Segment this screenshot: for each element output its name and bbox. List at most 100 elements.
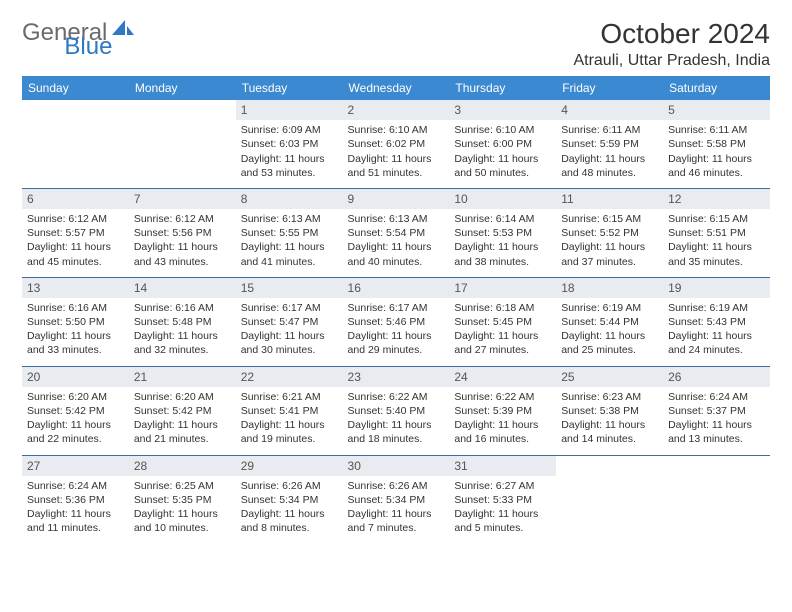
sunset-text: Sunset: 6:00 PM bbox=[454, 137, 551, 151]
calendar-day-cell: 29 Sunrise: 6:26 AMSunset: 5:34 PMDayligh… bbox=[236, 455, 343, 543]
day-number: 16 bbox=[343, 278, 450, 298]
sunset-text: Sunset: 5:56 PM bbox=[134, 226, 231, 240]
day-details: Sunrise: 6:23 AMSunset: 5:38 PMDaylight:… bbox=[560, 390, 659, 447]
day-number: 31 bbox=[449, 456, 556, 476]
sunset-text: Sunset: 5:59 PM bbox=[561, 137, 658, 151]
sunset-text: Sunset: 5:39 PM bbox=[454, 404, 551, 418]
day-details: Sunrise: 6:10 AMSunset: 6:02 PMDaylight:… bbox=[347, 123, 446, 180]
sunset-text: Sunset: 5:55 PM bbox=[241, 226, 338, 240]
calendar-week-row: 6Sunrise: 6:12 AMSunset: 5:57 PMDaylight… bbox=[22, 188, 770, 277]
calendar-day-cell: 21Sunrise: 6:20 AMSunset: 5:42 PMDayligh… bbox=[129, 366, 236, 455]
daylight-text: Daylight: 11 hours and 29 minutes. bbox=[348, 329, 445, 357]
day-number: 2 bbox=[343, 100, 450, 120]
daylight-text: Daylight: 11 hours and 16 minutes. bbox=[454, 418, 551, 446]
sunrise-text: Sunrise: 6:22 AM bbox=[454, 390, 551, 404]
calendar-week-row: 1Sunrise: 6:09 AMSunset: 6:03 PMDaylight… bbox=[22, 100, 770, 188]
day-details: Sunrise: 6:26 AMSunset: 5:34 PMDaylight:… bbox=[347, 479, 446, 536]
calendar-day-cell: 15Sunrise: 6:17 AMSunset: 5:47 PMDayligh… bbox=[236, 277, 343, 366]
calendar-day-cell: 12Sunrise: 6:15 AMSunset: 5:51 PMDayligh… bbox=[663, 188, 770, 277]
day-number: 3 bbox=[449, 100, 556, 120]
sunset-text: Sunset: 5:36 PM bbox=[27, 493, 124, 507]
day-details: Sunrise: 6:10 AMSunset: 6:00 PMDaylight:… bbox=[453, 123, 552, 180]
calendar-day-cell bbox=[663, 455, 770, 543]
sunset-text: Sunset: 5:44 PM bbox=[561, 315, 658, 329]
sunrise-text: Sunrise: 6:19 AM bbox=[668, 301, 765, 315]
day-details: Sunrise: 6:09 AMSunset: 6:03 PMDaylight:… bbox=[240, 123, 339, 180]
sunrise-text: Sunrise: 6:17 AM bbox=[241, 301, 338, 315]
day-number: 22 bbox=[236, 367, 343, 387]
sunset-text: Sunset: 5:53 PM bbox=[454, 226, 551, 240]
day-number: 10 bbox=[449, 189, 556, 209]
day-details: Sunrise: 6:17 AMSunset: 5:46 PMDaylight:… bbox=[347, 301, 446, 358]
day-number: 27 bbox=[22, 456, 129, 476]
sunrise-text: Sunrise: 6:26 AM bbox=[241, 479, 338, 493]
day-number: 19 bbox=[663, 278, 770, 298]
brand-name-part2: Blue bbox=[64, 33, 112, 61]
daylight-text: Daylight: 11 hours and 41 minutes. bbox=[241, 240, 338, 268]
calendar-day-cell: 8Sunrise: 6:13 AMSunset: 5:55 PMDaylight… bbox=[236, 188, 343, 277]
calendar-table: SundayMondayTuesdayWednesdayThursdayFrid… bbox=[22, 76, 770, 543]
sunrise-text: Sunrise: 6:09 AM bbox=[241, 123, 338, 137]
calendar-day-cell: 2 Sunrise: 6:10 AMSunset: 6:02 PMDaylight… bbox=[343, 100, 450, 188]
daylight-text: Daylight: 11 hours and 38 minutes. bbox=[454, 240, 551, 268]
daylight-text: Daylight: 11 hours and 25 minutes. bbox=[561, 329, 658, 357]
day-details: Sunrise: 6:18 AMSunset: 5:45 PMDaylight:… bbox=[453, 301, 552, 358]
day-details: Sunrise: 6:16 AMSunset: 5:48 PMDaylight:… bbox=[133, 301, 232, 358]
sunset-text: Sunset: 5:40 PM bbox=[348, 404, 445, 418]
sunrise-text: Sunrise: 6:20 AM bbox=[27, 390, 124, 404]
day-header: Friday bbox=[556, 76, 663, 100]
calendar-week-row: 20Sunrise: 6:20 AMSunset: 5:42 PMDayligh… bbox=[22, 366, 770, 455]
brand-logo: General Blue bbox=[22, 18, 186, 47]
calendar-day-cell: 17Sunrise: 6:18 AMSunset: 5:45 PMDayligh… bbox=[449, 277, 556, 366]
day-details: Sunrise: 6:24 AMSunset: 5:36 PMDaylight:… bbox=[26, 479, 125, 536]
calendar-week-row: 13 Sunrise: 6:16 AMSunset: 5:50 PMDayligh… bbox=[22, 277, 770, 366]
sunrise-text: Sunrise: 6:24 AM bbox=[668, 390, 765, 404]
sunrise-text: Sunrise: 6:16 AM bbox=[27, 301, 124, 315]
day-number: 23 bbox=[343, 367, 450, 387]
day-number: 4 bbox=[556, 100, 663, 120]
sunrise-text: Sunrise: 6:24 AM bbox=[27, 479, 124, 493]
calendar-day-cell: 1Sunrise: 6:09 AMSunset: 6:03 PMDaylight… bbox=[236, 100, 343, 188]
calendar-day-cell: 18 Sunrise: 6:19 AMSunset: 5:44 PMDayligh… bbox=[556, 277, 663, 366]
sunrise-text: Sunrise: 6:17 AM bbox=[348, 301, 445, 315]
day-header-row: SundayMondayTuesdayWednesdayThursdayFrid… bbox=[22, 76, 770, 100]
sunrise-text: Sunrise: 6:15 AM bbox=[668, 212, 765, 226]
sunrise-text: Sunrise: 6:11 AM bbox=[561, 123, 658, 137]
day-number: 13 bbox=[22, 278, 129, 298]
calendar-day-cell: 14 Sunrise: 6:16 AMSunset: 5:48 PMDayligh… bbox=[129, 277, 236, 366]
day-details: Sunrise: 6:15 AMSunset: 5:51 PMDaylight:… bbox=[667, 212, 766, 269]
day-header: Sunday bbox=[22, 76, 129, 100]
location-text: Atrauli, Uttar Pradesh, India bbox=[573, 52, 770, 70]
daylight-text: Daylight: 11 hours and 46 minutes. bbox=[668, 152, 765, 180]
day-details: Sunrise: 6:26 AMSunset: 5:34 PMDaylight:… bbox=[240, 479, 339, 536]
sunset-text: Sunset: 5:57 PM bbox=[27, 226, 124, 240]
day-number: 29 bbox=[236, 456, 343, 476]
sunrise-text: Sunrise: 6:21 AM bbox=[241, 390, 338, 404]
daylight-text: Daylight: 11 hours and 37 minutes. bbox=[561, 240, 658, 268]
day-details: Sunrise: 6:14 AMSunset: 5:53 PMDaylight:… bbox=[453, 212, 552, 269]
day-number: 18 bbox=[556, 278, 663, 298]
sunrise-text: Sunrise: 6:20 AM bbox=[134, 390, 231, 404]
sunset-text: Sunset: 5:33 PM bbox=[454, 493, 551, 507]
daylight-text: Daylight: 11 hours and 45 minutes. bbox=[27, 240, 124, 268]
daylight-text: Daylight: 11 hours and 21 minutes. bbox=[134, 418, 231, 446]
daylight-text: Daylight: 11 hours and 51 minutes. bbox=[348, 152, 445, 180]
sunrise-text: Sunrise: 6:13 AM bbox=[241, 212, 338, 226]
calendar-day-cell: 9Sunrise: 6:13 AMSunset: 5:54 PMDaylight… bbox=[343, 188, 450, 277]
day-details: Sunrise: 6:16 AMSunset: 5:50 PMDaylight:… bbox=[26, 301, 125, 358]
calendar-day-cell: 4Sunrise: 6:11 AMSunset: 5:59 PMDaylight… bbox=[556, 100, 663, 188]
sunrise-text: Sunrise: 6:13 AM bbox=[348, 212, 445, 226]
sunrise-text: Sunrise: 6:25 AM bbox=[134, 479, 231, 493]
sunset-text: Sunset: 5:51 PM bbox=[668, 226, 765, 240]
day-details: Sunrise: 6:27 AMSunset: 5:33 PMDaylight:… bbox=[453, 479, 552, 536]
calendar-day-cell: 26Sunrise: 6:24 AMSunset: 5:37 PMDayligh… bbox=[663, 366, 770, 455]
day-number: 14 bbox=[129, 278, 236, 298]
calendar-day-cell: 31 Sunrise: 6:27 AMSunset: 5:33 PMDayligh… bbox=[449, 455, 556, 543]
sunrise-text: Sunrise: 6:16 AM bbox=[134, 301, 231, 315]
sunrise-text: Sunrise: 6:19 AM bbox=[561, 301, 658, 315]
sunset-text: Sunset: 5:52 PM bbox=[561, 226, 658, 240]
day-details: Sunrise: 6:20 AMSunset: 5:42 PMDaylight:… bbox=[26, 390, 125, 447]
sunset-text: Sunset: 5:45 PM bbox=[454, 315, 551, 329]
daylight-text: Daylight: 11 hours and 22 minutes. bbox=[27, 418, 124, 446]
daylight-text: Daylight: 11 hours and 24 minutes. bbox=[668, 329, 765, 357]
